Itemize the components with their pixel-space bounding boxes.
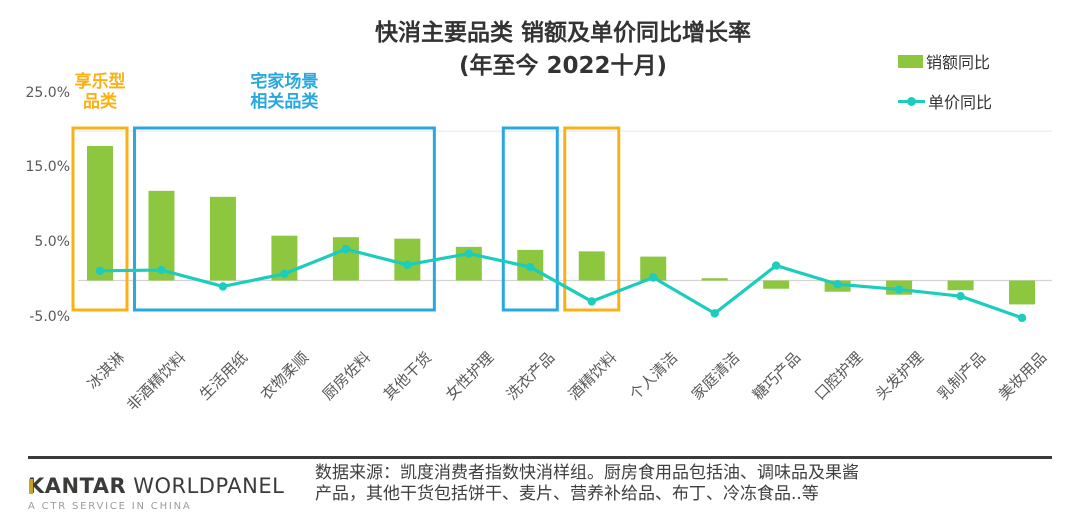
footer-divider xyxy=(28,456,1052,459)
bar-厨房佐料 xyxy=(332,237,359,281)
price-point-乳制产品 xyxy=(956,291,965,301)
annotation-label-1: 宅家场景 相关品类 xyxy=(250,72,319,112)
price-point-美妆用品 xyxy=(1017,313,1027,323)
bar-个人清洁 xyxy=(640,256,667,281)
logo-tagline: A CTR SERVICE IN CHINA xyxy=(28,501,192,512)
logo-secondary-text: WORLDPANEL xyxy=(133,474,285,498)
price-point-厨房佐料 xyxy=(341,244,351,254)
price-point-女性护理 xyxy=(464,249,474,258)
price-point-酒精饮料 xyxy=(587,297,596,306)
bar-冰淇淋 xyxy=(87,146,113,281)
annotation-box-0 xyxy=(71,126,129,312)
legend-item-sales: 销额同比 xyxy=(898,48,992,74)
price-point-头发护理 xyxy=(894,285,904,294)
bar-乳制产品 xyxy=(947,280,974,291)
annotation-label-0: 享乐型 品类 xyxy=(74,72,126,112)
price-point-个人清洁 xyxy=(649,273,658,282)
bar-其他干货 xyxy=(394,238,421,281)
y-axis-tick-25: 25.0% xyxy=(25,84,70,101)
price-point-非酒精饮料 xyxy=(157,265,166,275)
chart-title: 快消主要品类 销额及单价同比增长率 xyxy=(374,20,751,46)
price-point-家庭清洁 xyxy=(710,309,719,318)
chart-subtitle: (年至今 2022十月) xyxy=(458,53,668,79)
chart-legend: 销额同比 单价同比 xyxy=(898,48,992,128)
chart-plot xyxy=(71,126,1052,323)
annotation-box-3 xyxy=(563,126,621,312)
y-axis-tick-5: 5.0% xyxy=(34,234,70,251)
price-line xyxy=(98,247,1024,320)
annotation-box-2 xyxy=(501,126,559,312)
sales-swatch-icon xyxy=(898,54,923,68)
annotation-box-1 xyxy=(132,126,436,312)
price-point-生活用纸 xyxy=(218,282,228,291)
price-point-糖巧产品 xyxy=(771,261,781,270)
price-point-衣物柔顺 xyxy=(280,269,289,278)
bar-生活用纸 xyxy=(209,196,236,281)
price-point-洗衣产品 xyxy=(526,262,535,272)
y-axis-tick-15: 15.0% xyxy=(25,159,70,176)
source-note: 数据来源：凯度消费者指数快消样组。厨房食用品包括油、调味品及果酱产品，其他干货包… xyxy=(315,463,859,504)
bar-非酒精饮料 xyxy=(148,190,175,281)
price-point-其他干货 xyxy=(403,260,412,270)
bar-家庭清洁 xyxy=(701,278,728,281)
logo-k-accent-icon xyxy=(29,479,33,494)
price-point-口腔护理 xyxy=(833,280,842,289)
kantar-worldpanel-logo: KANTAR WORLDPANEL xyxy=(28,474,284,498)
logo-primary-text: KANTAR xyxy=(28,474,127,498)
legend-sales-label: 销额同比 xyxy=(926,53,991,72)
bar-酒精饮料 xyxy=(578,251,605,281)
bar-美妆用品 xyxy=(1009,280,1036,305)
legend-item-price: 单价同比 xyxy=(898,88,992,114)
price-dot-icon xyxy=(907,96,916,106)
bar-糖巧产品 xyxy=(763,280,790,289)
y-axis-tick--5: -5.0% xyxy=(29,308,70,325)
price-line-icon xyxy=(898,96,925,106)
legend-price-label: 单价同比 xyxy=(928,93,993,112)
price-point-冰淇淋 xyxy=(95,266,105,275)
